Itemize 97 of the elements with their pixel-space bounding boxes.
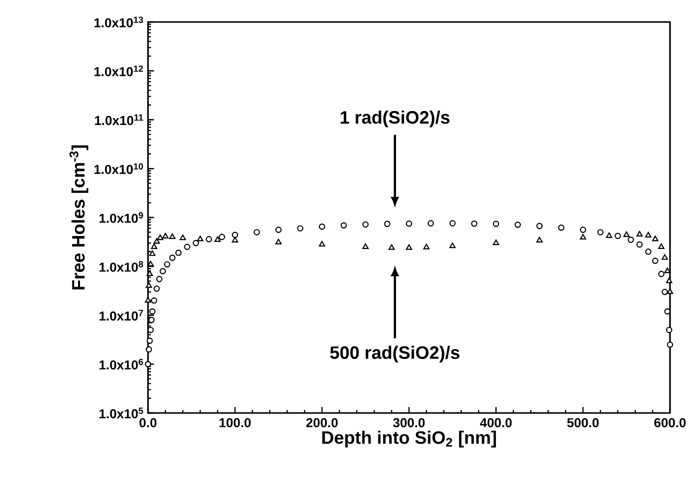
point <box>232 236 238 242</box>
point <box>406 220 412 227</box>
point <box>214 236 221 242</box>
point <box>471 220 478 227</box>
point <box>169 254 176 261</box>
point <box>146 346 152 353</box>
point <box>580 226 586 233</box>
point <box>275 238 282 244</box>
x-tick-label: 300.0 <box>393 418 425 428</box>
point <box>175 250 182 256</box>
point <box>597 229 604 236</box>
x-axis-title: Depth into SiO$_{2}$ [nm] <box>322 430 496 448</box>
point <box>150 243 158 249</box>
point <box>340 222 347 229</box>
point <box>492 220 500 228</box>
point <box>164 261 170 268</box>
point <box>406 244 412 250</box>
point <box>388 244 395 250</box>
point <box>197 236 204 242</box>
point <box>232 232 238 238</box>
point <box>666 342 674 348</box>
point <box>449 220 456 226</box>
point <box>536 222 543 230</box>
point <box>384 220 390 228</box>
annotation: 500 rad(SiO2)/s <box>330 346 460 363</box>
point <box>144 296 152 303</box>
point <box>558 224 564 231</box>
point <box>154 286 160 292</box>
point <box>318 240 326 247</box>
point <box>146 338 153 344</box>
point <box>652 258 658 264</box>
point <box>160 268 166 274</box>
x-tick-label: 600.0 <box>654 418 686 428</box>
point <box>666 288 674 294</box>
y-tick-label: 1.0x10$^{8}$ <box>100 260 144 272</box>
point <box>614 232 621 240</box>
point <box>362 221 369 228</box>
point <box>514 222 521 228</box>
point <box>628 236 634 243</box>
point <box>297 225 304 232</box>
point <box>666 326 672 334</box>
point <box>206 236 212 242</box>
point <box>536 236 543 242</box>
x-tick-label: 400.0 <box>480 418 512 428</box>
point <box>423 244 430 250</box>
y-tick-label: 1.0x10$^{6}$ <box>100 358 144 370</box>
point <box>449 242 456 248</box>
y-tick-label: 1.0x10$^{13}$ <box>94 16 144 28</box>
y-tick-label: 1.0x10$^{12}$ <box>94 65 144 76</box>
x-tick-label: 200.0 <box>306 418 338 428</box>
point <box>623 231 630 237</box>
point <box>428 220 434 226</box>
annotation: 1 rad(SiO2)/s <box>340 110 450 128</box>
y-tick-label: 1.0x10$^{9}$ <box>100 212 144 223</box>
point <box>218 234 226 240</box>
point <box>144 360 152 368</box>
point <box>156 276 162 282</box>
point <box>662 254 668 260</box>
point <box>492 240 500 246</box>
point <box>664 268 671 274</box>
point <box>184 244 190 250</box>
y-tick-label: 1.0x10$^{10}$ <box>94 163 144 174</box>
point <box>169 233 176 239</box>
point <box>154 238 160 244</box>
point <box>606 232 612 238</box>
point <box>666 278 672 284</box>
point <box>645 232 652 238</box>
point <box>180 234 186 240</box>
point <box>275 226 282 233</box>
point <box>148 316 155 324</box>
point <box>636 230 643 236</box>
x-tick-label: 100.0 <box>220 418 251 428</box>
point <box>658 243 664 249</box>
x-tick-label: 0.0 <box>140 418 156 428</box>
point <box>362 243 369 249</box>
point <box>146 282 152 288</box>
point <box>149 250 156 256</box>
y-axis-title: Free Holes [cm$^{-3}$] <box>70 145 88 290</box>
point <box>254 229 260 236</box>
point <box>658 270 664 278</box>
point <box>192 240 199 246</box>
point <box>146 270 153 276</box>
point <box>147 260 154 266</box>
point <box>645 248 652 255</box>
point <box>662 288 668 296</box>
point <box>149 308 156 315</box>
point <box>636 241 643 248</box>
y-tick-label: 1.0x10$^{7}$ <box>100 310 143 321</box>
y-tick-label: 1.0x10$^{11}$ <box>95 114 144 126</box>
y-tick-label: 1.0x10$^{5}$ <box>100 408 144 418</box>
point <box>652 236 658 242</box>
point <box>162 232 169 238</box>
point <box>150 297 158 304</box>
point <box>157 234 164 240</box>
x-tick-label: 500.0 <box>567 418 599 428</box>
point <box>580 234 586 240</box>
point <box>318 224 326 230</box>
